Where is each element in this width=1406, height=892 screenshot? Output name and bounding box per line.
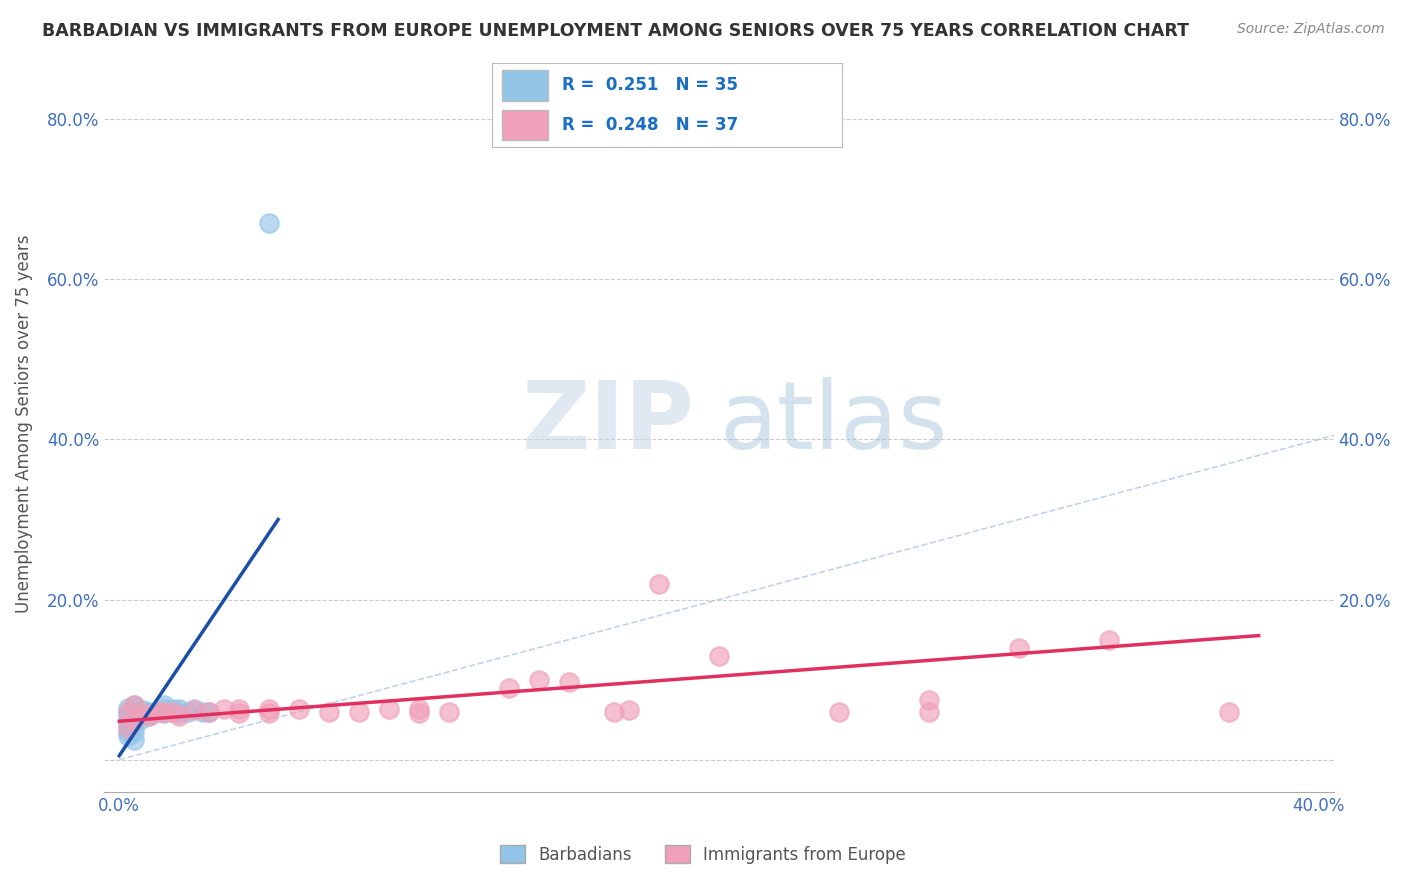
Legend: Barbadians, Immigrants from Europe: Barbadians, Immigrants from Europe	[494, 838, 912, 871]
Point	[117, 713, 139, 727]
Point	[117, 721, 139, 735]
Point	[408, 706, 430, 721]
Point	[117, 724, 139, 739]
Point	[707, 648, 730, 663]
Point	[129, 713, 152, 727]
Point	[117, 721, 139, 735]
Point	[148, 705, 170, 719]
Point	[122, 708, 145, 723]
Point	[138, 708, 160, 723]
Text: ZIP: ZIP	[522, 377, 695, 469]
Point	[318, 705, 340, 719]
Point	[558, 675, 581, 690]
Point	[129, 705, 152, 719]
Point	[257, 706, 280, 721]
Point	[1218, 705, 1240, 719]
Point	[148, 705, 170, 719]
Point	[122, 698, 145, 713]
Text: BARBADIAN VS IMMIGRANTS FROM EUROPE UNEMPLOYMENT AMONG SENIORS OVER 75 YEARS COR: BARBADIAN VS IMMIGRANTS FROM EUROPE UNEM…	[42, 22, 1189, 40]
Point	[162, 702, 184, 716]
Point	[193, 705, 215, 719]
Point	[288, 702, 311, 716]
Point	[603, 705, 626, 719]
Point	[228, 706, 250, 721]
Point	[132, 703, 155, 717]
Point	[167, 702, 190, 716]
Point	[153, 702, 176, 716]
Point	[527, 673, 550, 687]
Point	[648, 576, 671, 591]
Point	[228, 702, 250, 716]
Point	[378, 702, 401, 716]
Point	[117, 705, 139, 719]
Text: Source: ZipAtlas.com: Source: ZipAtlas.com	[1237, 22, 1385, 37]
Point	[122, 724, 145, 739]
Point	[117, 708, 139, 723]
Point	[153, 706, 176, 721]
Point	[617, 703, 640, 717]
Point	[132, 707, 155, 722]
Point	[257, 216, 280, 230]
Point	[918, 692, 941, 706]
Point	[828, 705, 851, 719]
Point	[347, 705, 370, 719]
Point	[122, 700, 145, 714]
Point	[132, 706, 155, 721]
Point	[437, 705, 460, 719]
Point	[918, 705, 941, 719]
Point	[1008, 640, 1031, 655]
Point	[122, 698, 145, 713]
Point	[198, 705, 221, 719]
Point	[408, 702, 430, 716]
Point	[138, 708, 160, 723]
Point	[117, 705, 139, 719]
Point	[167, 706, 190, 721]
Point	[198, 705, 221, 719]
Text: atlas: atlas	[718, 377, 948, 469]
Point	[177, 705, 200, 719]
Point	[138, 705, 160, 719]
Point	[498, 681, 520, 695]
Point	[122, 713, 145, 727]
Point	[117, 700, 139, 714]
Point	[183, 702, 205, 716]
Point	[162, 705, 184, 719]
Point	[183, 703, 205, 717]
Point	[153, 698, 176, 713]
Point	[257, 702, 280, 716]
Point	[122, 713, 145, 727]
Point	[167, 708, 190, 723]
Point	[1098, 632, 1121, 647]
Point	[122, 705, 145, 719]
Point	[212, 702, 235, 716]
Y-axis label: Unemployment Among Seniors over 75 years: Unemployment Among Seniors over 75 years	[15, 235, 32, 613]
Point	[122, 732, 145, 747]
Point	[122, 719, 145, 733]
Point	[153, 705, 176, 719]
Point	[162, 705, 184, 719]
Point	[117, 729, 139, 743]
Point	[117, 716, 139, 731]
